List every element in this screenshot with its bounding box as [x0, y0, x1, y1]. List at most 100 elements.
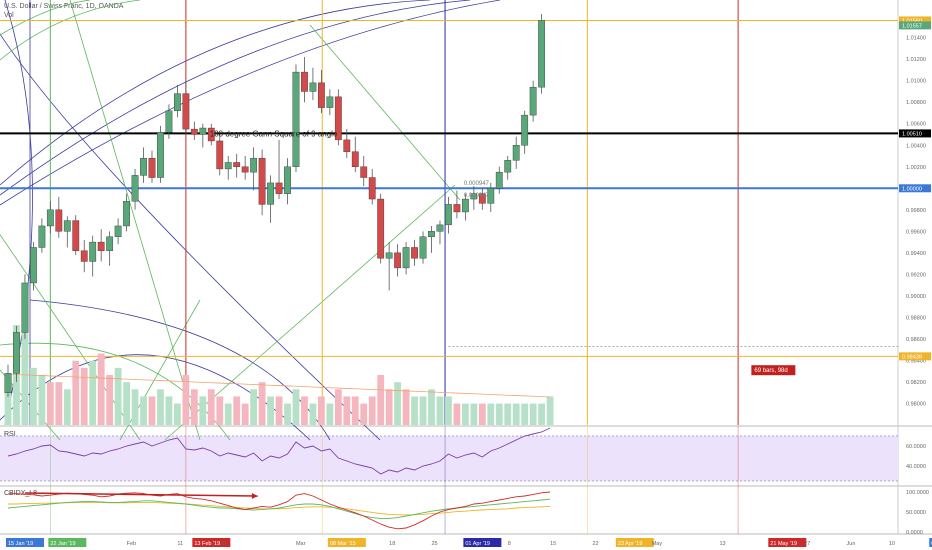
candle: [495, 166, 503, 194]
candle: [487, 182, 495, 212]
candle-body: [216, 140, 224, 170]
volume-bar: [267, 396, 274, 425]
y-tick-label: 1.01000: [906, 79, 926, 85]
y-tick-label: 0.99200: [906, 272, 926, 278]
gann-arc: [0, 0, 141, 61]
volume-bar: [402, 389, 410, 425]
x-tick-label: 21 May '19: [770, 541, 797, 547]
x-tick-label: Jun: [847, 541, 856, 547]
candle: [529, 80, 537, 122]
candle-body: [351, 151, 359, 167]
cbidx-tick: 50.0000: [906, 510, 926, 516]
volume-bar: [114, 367, 122, 425]
candle: [250, 147, 258, 191]
x-tick-label: May: [652, 541, 663, 547]
candle-body: [360, 166, 368, 178]
volume-bar: [301, 396, 308, 425]
candle: [402, 242, 410, 275]
candle-body: [428, 231, 435, 237]
price-label: 0.98438: [902, 354, 922, 360]
cbidx-tick: 0.0000: [906, 530, 923, 536]
candle: [182, 80, 190, 135]
volume-bar: [224, 403, 232, 425]
candle-body: [402, 247, 410, 269]
candle-body: [394, 252, 402, 269]
candle-body: [38, 225, 46, 248]
rsi-line: [7, 427, 551, 475]
volume-bar: [351, 396, 359, 425]
y-tick-label: 0.98000: [906, 401, 926, 407]
volume-bar: [317, 396, 325, 425]
volume-bar: [368, 396, 376, 425]
candle: [419, 231, 427, 264]
candle-body: [538, 20, 546, 88]
gann-line: [69, 0, 201, 441]
candle: [30, 242, 37, 291]
candle: [89, 235, 97, 277]
candle-body: [207, 127, 215, 142]
price-label: 1.00000: [902, 186, 922, 192]
x-label-box: [615, 538, 654, 547]
x-label-box: [6, 538, 44, 547]
x-label-box: [463, 538, 502, 547]
bars-measure-label: 69 bars, 98d: [754, 368, 787, 374]
volume-bar: [377, 375, 385, 425]
volume-bar: [487, 403, 495, 425]
volume-bar: [157, 389, 164, 425]
candle: [538, 13, 546, 94]
candle: [275, 139, 283, 200]
volume-bar: [123, 382, 130, 425]
price-label-box: [899, 21, 931, 30]
volume-label: Vol: [4, 12, 14, 19]
candle-body: [13, 332, 20, 374]
candle-body: [106, 236, 114, 251]
volume-bar: [140, 396, 147, 425]
gann-arc: [0, 33, 381, 441]
price-label-box: [899, 129, 931, 138]
volume-bar: [165, 396, 173, 425]
candle-body: [123, 201, 130, 227]
x-tick-label: 10: [889, 541, 895, 547]
candle-body: [317, 82, 325, 108]
volume-bar: [470, 403, 478, 425]
candle: [445, 196, 452, 234]
y-tick-label: 0.99600: [906, 229, 926, 235]
chart-title: U.S. Dollar / Swiss Franc, 1D, OANDA: [4, 3, 124, 10]
candle: [343, 129, 351, 159]
candle: [470, 186, 478, 210]
candle: [317, 69, 325, 113]
volume-bar: [89, 360, 97, 425]
candle-body: [343, 139, 351, 152]
candle: [461, 193, 469, 221]
candle-body: [131, 175, 139, 202]
candle-body: [495, 171, 503, 189]
candle: [148, 150, 156, 183]
cbidx-line: [7, 491, 551, 530]
x-tick-label: 23 Apr '19: [618, 541, 643, 547]
volume-bar: [4, 382, 12, 425]
candle: [131, 168, 139, 210]
y-tick-label: 1.00200: [906, 165, 926, 171]
candle: [55, 196, 63, 238]
candle: [394, 244, 402, 277]
volume-bar: [182, 375, 190, 425]
y-tick-label: 0.98600: [906, 337, 926, 343]
volume-bar: [394, 382, 402, 425]
y-tick-label: 1.00600: [906, 122, 926, 128]
candle: [309, 67, 317, 101]
volume-bar: [521, 403, 529, 425]
candle-body: [224, 162, 232, 170]
x-label-box: [768, 538, 807, 547]
candle: [80, 239, 88, 273]
x-label-box: [327, 538, 366, 547]
candle-body: [326, 96, 334, 108]
x-tick-label: 11: [177, 541, 183, 547]
candle: [224, 156, 232, 180]
volume-bar: [478, 403, 486, 425]
y-tick-label: 1.00400: [906, 143, 926, 149]
candle: [114, 218, 122, 245]
candle: [216, 134, 224, 176]
candle: [165, 104, 173, 139]
volume-bar: [512, 403, 520, 425]
